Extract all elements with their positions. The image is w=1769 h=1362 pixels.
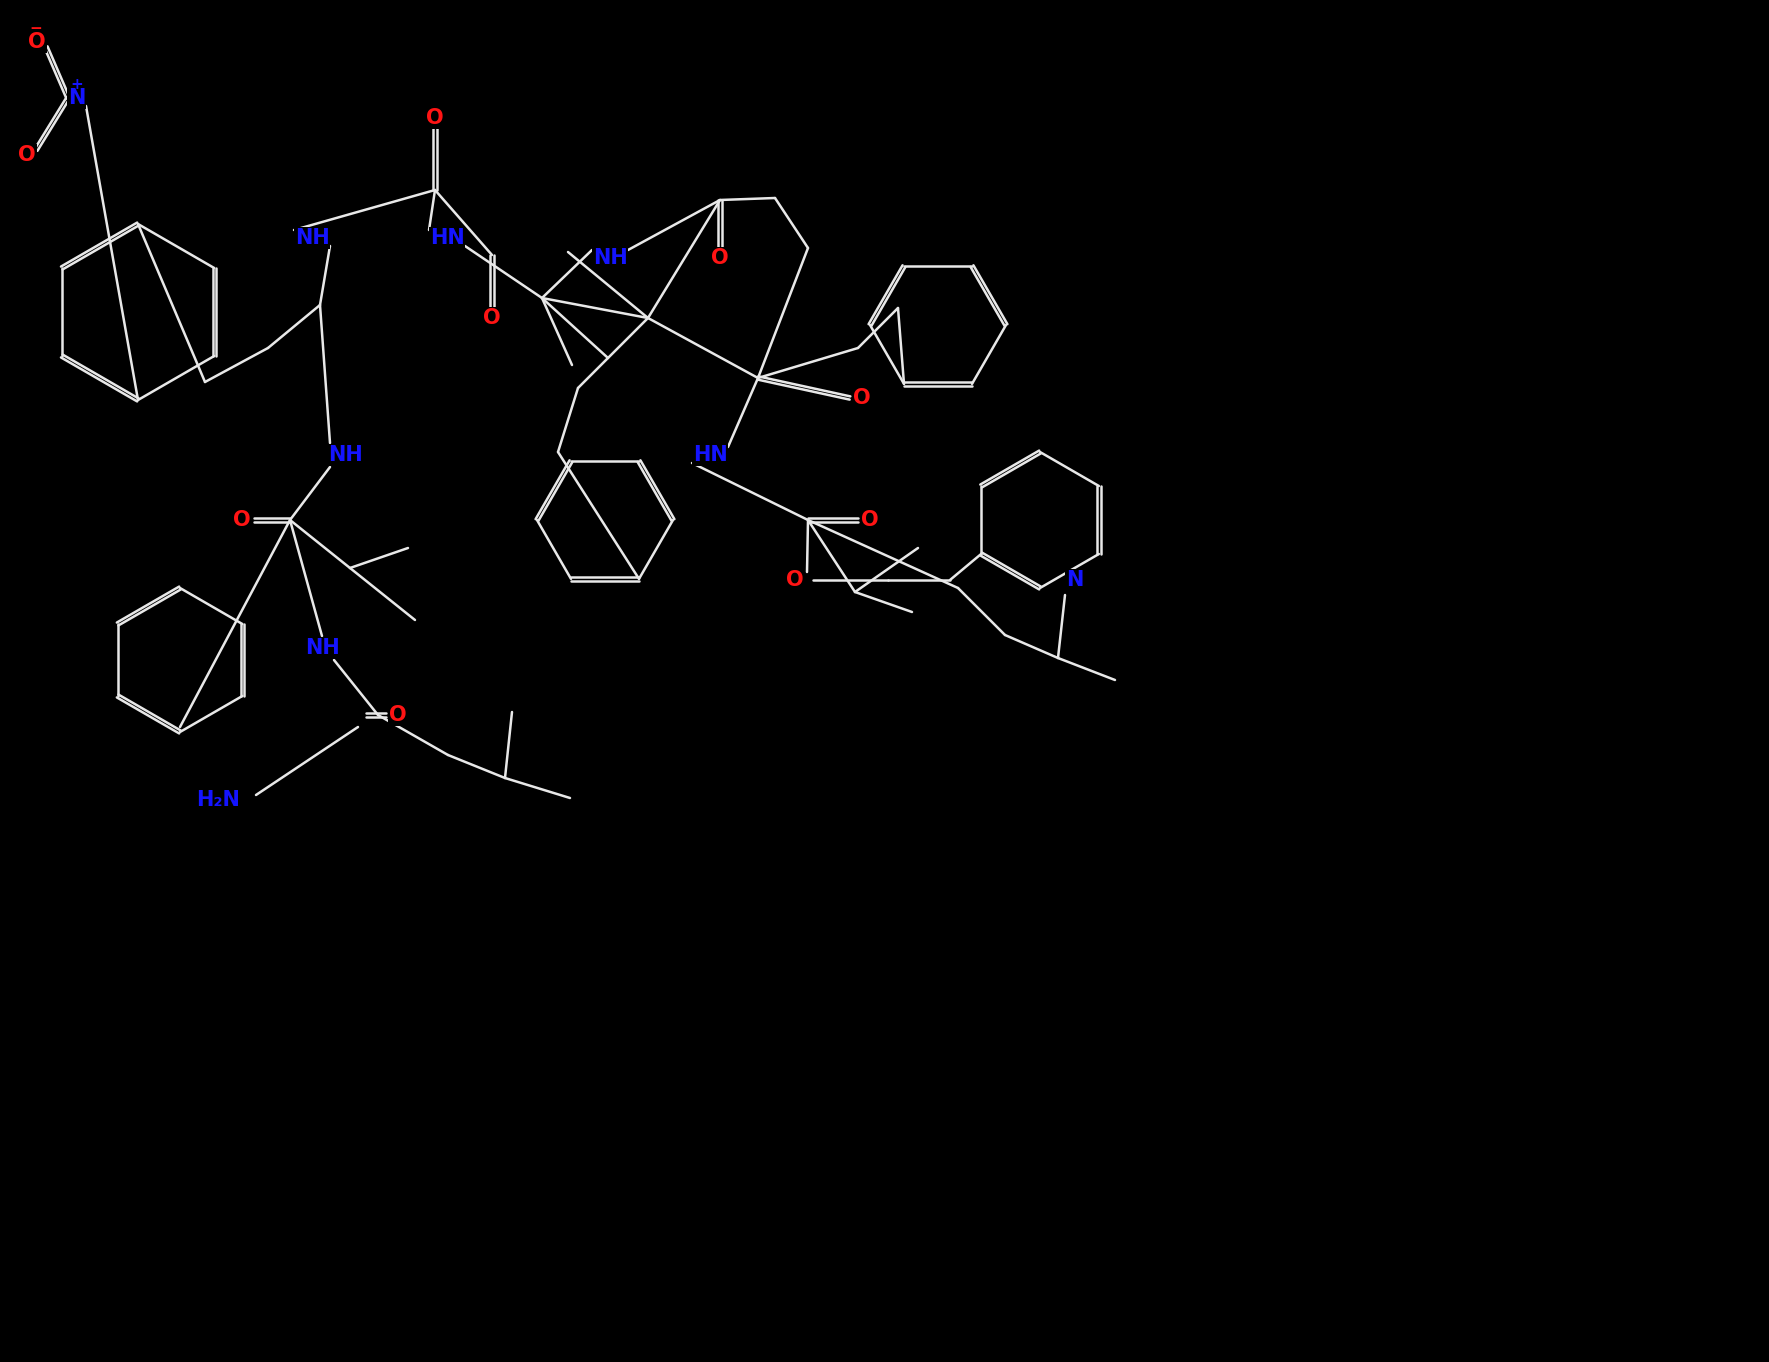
Text: O: O (18, 144, 35, 165)
Text: N: N (1067, 571, 1084, 590)
Text: NH: NH (327, 445, 363, 464)
Text: O: O (389, 706, 407, 725)
Text: O: O (853, 388, 870, 409)
Text: NH: NH (593, 248, 628, 268)
Text: H₂N: H₂N (196, 790, 241, 810)
Text: O: O (426, 108, 444, 128)
Text: O: O (785, 571, 803, 590)
Text: HN: HN (693, 445, 727, 464)
Text: O: O (234, 509, 251, 530)
Text: −: − (30, 20, 42, 35)
Text: NH: NH (295, 227, 329, 248)
Text: NH: NH (304, 637, 340, 658)
Text: O: O (28, 31, 46, 52)
Text: N: N (67, 89, 85, 108)
Text: +: + (69, 78, 83, 93)
Text: HN: HN (430, 227, 465, 248)
Text: O: O (483, 308, 501, 328)
Text: O: O (711, 248, 729, 268)
Text: O: O (862, 509, 879, 530)
